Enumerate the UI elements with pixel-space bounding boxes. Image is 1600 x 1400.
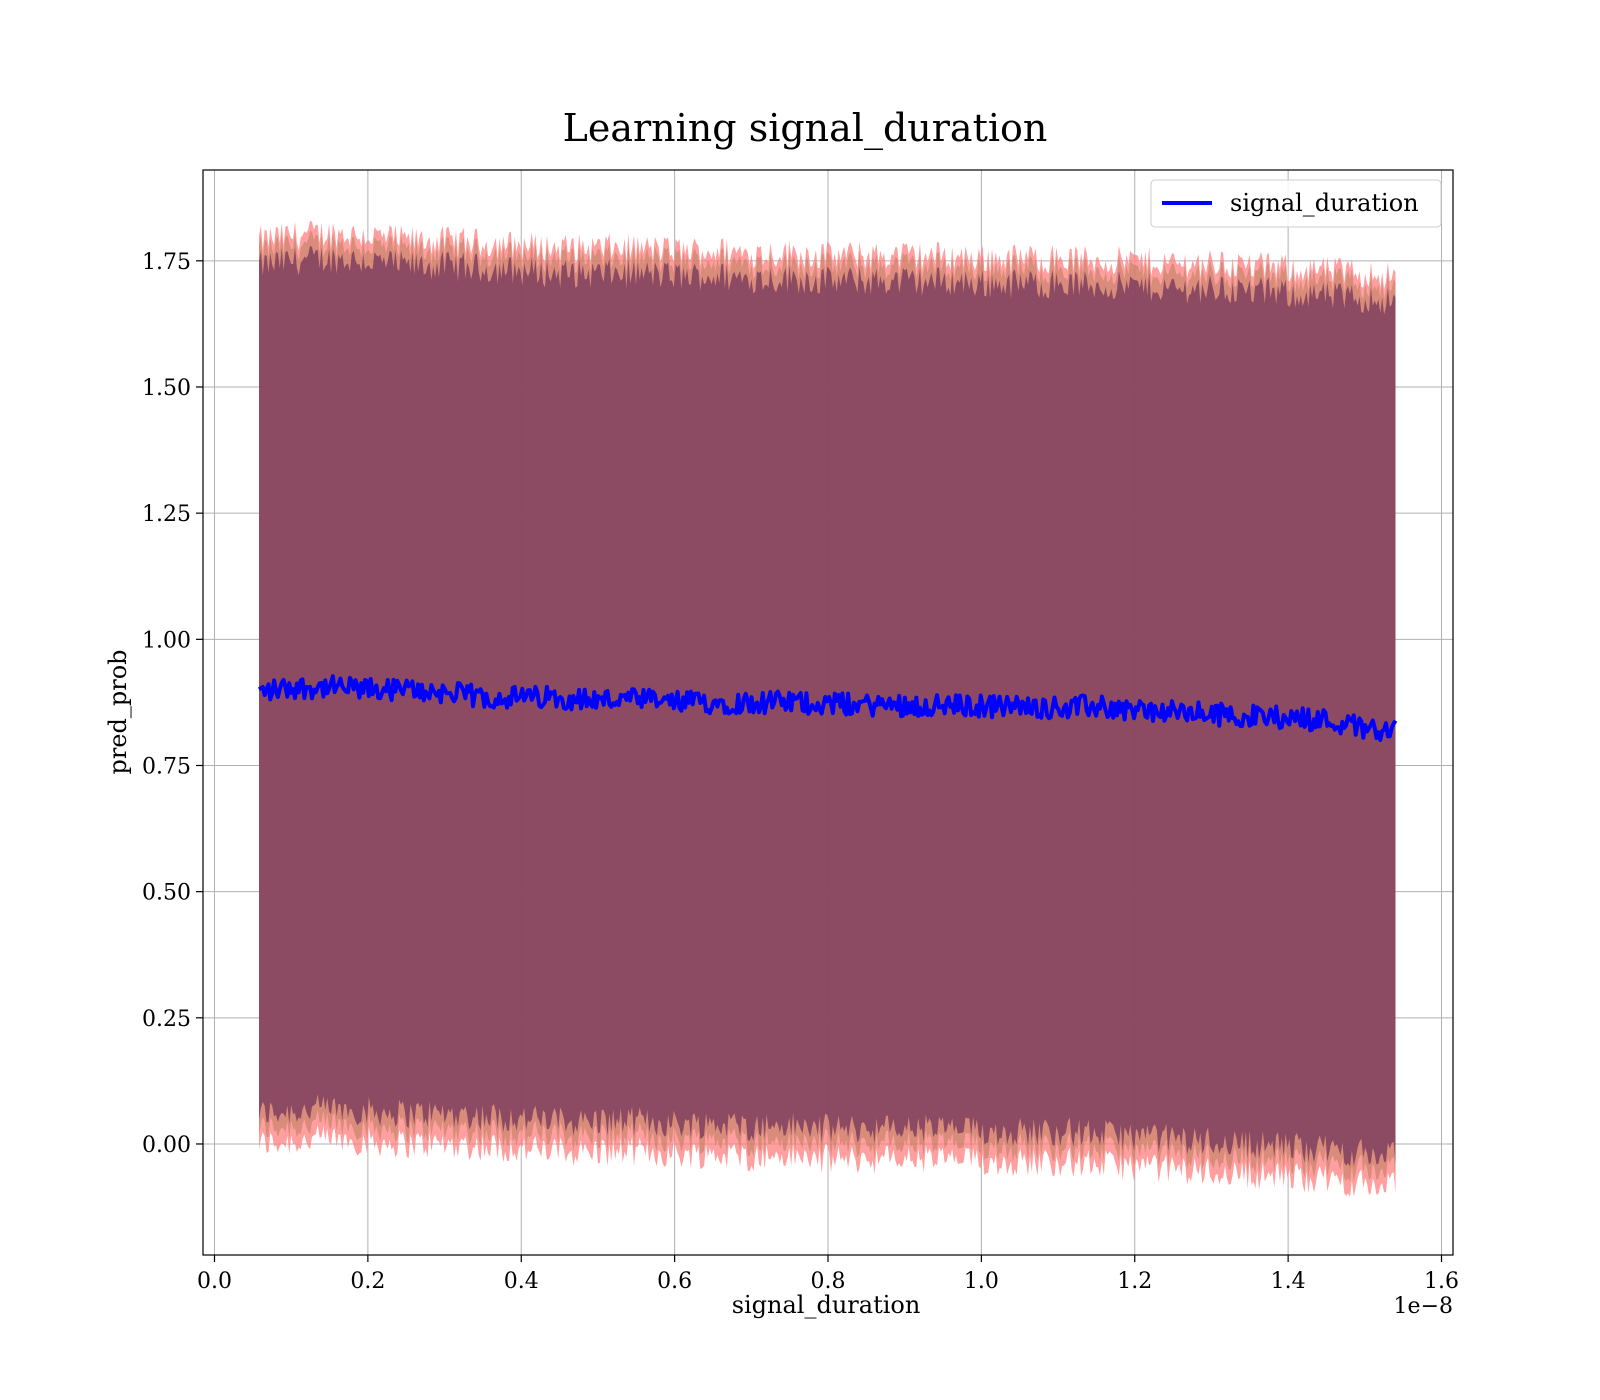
- y-tick-label: 0.25: [142, 1007, 191, 1032]
- series-line-signal_duration: [257, 674, 1398, 742]
- legend-box: [1150, 179, 1442, 228]
- y-tick-label: 1.00: [142, 628, 191, 653]
- series-lines: [257, 674, 1398, 742]
- y-tick-label: 1.50: [142, 376, 191, 401]
- legend-label-signal_duration: signal_duration: [1230, 189, 1419, 217]
- y-tick-label: 1.25: [142, 502, 191, 527]
- band-inner: [259, 245, 1396, 1167]
- x-axis-label: signal_duration: [732, 1291, 921, 1319]
- y-axis-label: pred_prob: [104, 649, 132, 774]
- y-tick-label: 0.75: [142, 754, 191, 779]
- x-tick-label: 1.4: [1271, 1269, 1306, 1294]
- x-tick-label: 0.2: [350, 1269, 385, 1294]
- x-tick-label: 0.4: [504, 1269, 539, 1294]
- y-tick-label: 1.75: [142, 250, 191, 275]
- x-tick-label: 1.0: [964, 1269, 999, 1294]
- x-axis-ticks: 0.0 0.2 0.4 0.6 0.8 1.0 1.2 1.4 1.6: [197, 1255, 1459, 1294]
- x-tick-label: 1.2: [1117, 1269, 1152, 1294]
- y-axis-ticks: 0.00 0.25 0.50 0.75 1.00 1.25 1.50 1.75: [142, 250, 203, 1158]
- prediction-band: [259, 220, 1396, 1198]
- y-tick-label: 0.00: [142, 1133, 191, 1158]
- x-axis-offset-label: 1e−8: [1394, 1294, 1453, 1319]
- x-tick-label: 0.6: [657, 1269, 692, 1294]
- legend: signal_duration: [1150, 179, 1442, 228]
- x-tick-label: 0.0: [197, 1269, 232, 1294]
- y-tick-label: 0.50: [142, 881, 191, 906]
- x-tick-label: 0.8: [811, 1269, 846, 1294]
- x-tick-label: 1.6: [1424, 1269, 1459, 1294]
- chart-title: Learning signal_duration: [563, 106, 1048, 151]
